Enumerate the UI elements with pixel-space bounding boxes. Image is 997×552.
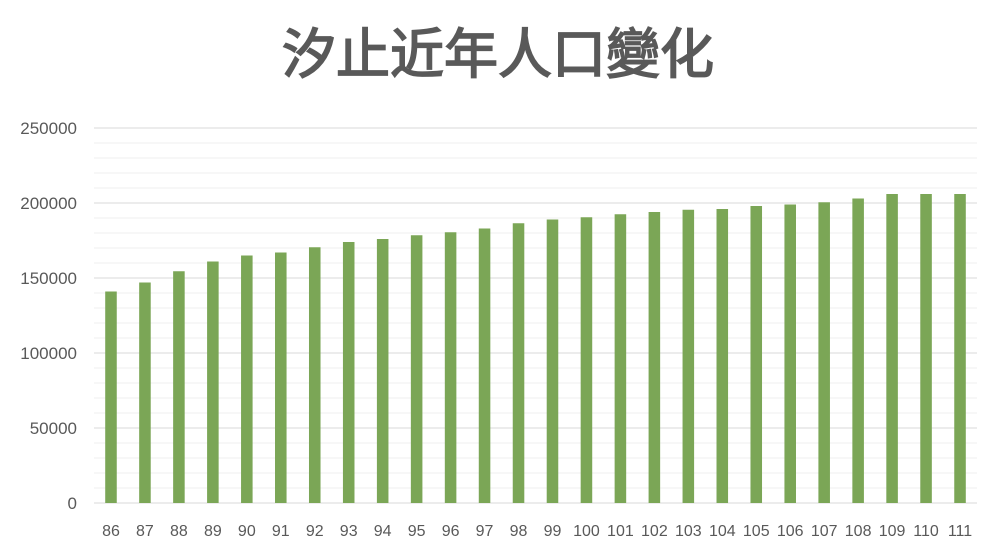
x-tick-label-91: 91 (272, 523, 290, 540)
x-tick-label-110: 110 (913, 523, 939, 540)
chart-title: 汐止近年人口變化 (282, 23, 714, 86)
y-tick-label: 50000 (30, 419, 77, 438)
x-tick-label-103: 103 (675, 523, 702, 540)
x-tick-label-101: 101 (607, 523, 634, 540)
grid-layer (94, 127, 977, 504)
y-tick-label: 250000 (20, 119, 77, 138)
x-axis-ticks: 86 87 88 89 90 91 92 93 94 95 96 97 98 99 100 101 102 103… (102, 523, 972, 540)
x-tick-label-107: 107 (811, 523, 838, 540)
x-tick-label-102: 102 (641, 523, 668, 540)
bar-108 (852, 198, 864, 503)
bar-94 (376, 239, 389, 503)
x-tick-label-87: 87 (136, 523, 154, 540)
bar-90 (241, 255, 253, 503)
y-tick-label: 200000 (20, 194, 77, 213)
x-tick-label-111: 111 (948, 523, 972, 540)
x-tick-label-93: 93 (340, 523, 358, 540)
y-tick-label: 0 (68, 494, 77, 513)
bar-109 (886, 194, 898, 503)
x-tick-label-92: 92 (306, 523, 324, 540)
y-tick-label: 150000 (20, 269, 77, 288)
y-tick-label: 100000 (20, 344, 77, 363)
bar-105 (750, 206, 763, 503)
x-tick-label-104: 104 (709, 523, 736, 540)
x-tick-label-88: 88 (170, 523, 188, 540)
x-tick-label-97: 97 (476, 523, 494, 540)
bar-101 (614, 214, 627, 503)
bar-87 (139, 282, 151, 503)
bar-96 (444, 232, 457, 503)
y-axis-ticks: 0 50000 100000 150000 200000 250000 (20, 119, 77, 513)
bar-99 (546, 219, 559, 503)
x-tick-label-98: 98 (510, 523, 528, 540)
x-tick-label-90: 90 (238, 523, 256, 540)
x-tick-label-106: 106 (777, 523, 804, 540)
x-tick-label-89: 89 (204, 523, 222, 540)
bar-98 (512, 223, 525, 503)
x-tick-label-86: 86 (102, 523, 120, 540)
bar-104 (716, 209, 729, 503)
bar-106 (784, 204, 796, 503)
bar-111 (954, 194, 966, 503)
bar-layer (105, 194, 966, 503)
x-tick-label-95: 95 (408, 523, 426, 540)
x-tick-label-94: 94 (374, 523, 392, 540)
x-tick-label-105: 105 (743, 523, 770, 540)
bar-86 (105, 291, 117, 503)
x-tick-label-108: 108 (845, 523, 872, 540)
bar-93 (342, 242, 355, 503)
bar-95 (410, 235, 423, 503)
bar-92 (308, 247, 321, 503)
bar-97 (478, 228, 491, 503)
x-tick-label-99: 99 (544, 523, 562, 540)
bar-103 (682, 209, 695, 503)
bar-91 (275, 252, 287, 503)
bar-88 (173, 271, 185, 503)
x-tick-label-109: 109 (879, 523, 906, 540)
x-tick-label-96: 96 (442, 523, 460, 540)
bar-107 (818, 202, 830, 503)
x-tick-label-100: 100 (573, 523, 600, 540)
bar-89 (207, 261, 219, 503)
bar-102 (648, 212, 661, 503)
bar-100 (580, 217, 593, 503)
bar-110 (920, 194, 932, 503)
